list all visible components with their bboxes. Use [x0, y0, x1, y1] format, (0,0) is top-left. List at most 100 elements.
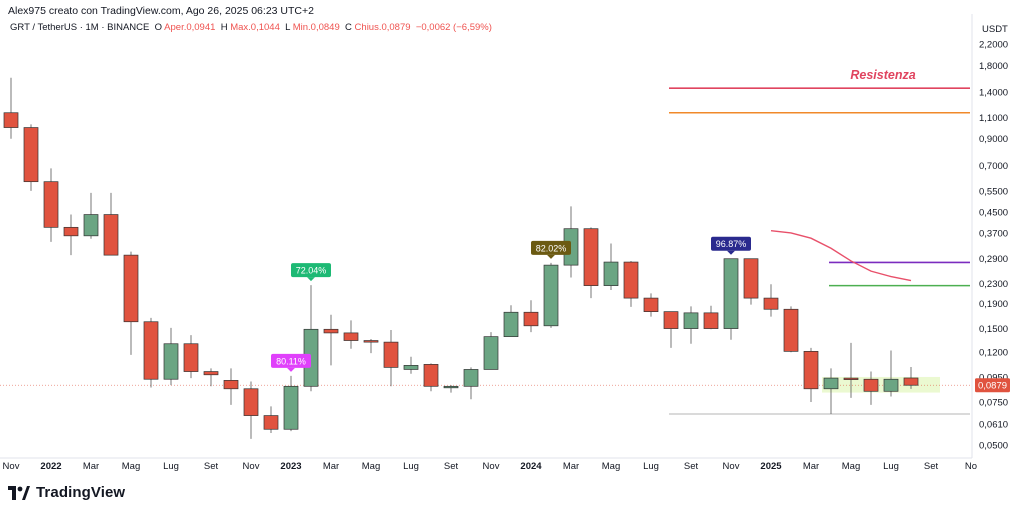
x-tick-label: 2024	[520, 461, 542, 472]
x-tick-label: 2025	[760, 461, 782, 472]
x-tick-label: Lug	[403, 461, 419, 472]
percent-badge	[531, 240, 571, 255]
percent-badge-text: 80.11%	[276, 356, 306, 366]
open-value: Aper.0,0941	[164, 22, 216, 33]
percent-badge-text: 96.87%	[716, 239, 747, 249]
candle-body[interactable]	[203, 371, 219, 376]
percent-badge	[271, 353, 311, 368]
x-tick-label: Set	[204, 461, 219, 472]
candle-body[interactable]	[863, 378, 879, 392]
y-tick-label: 0,0750	[979, 398, 1008, 409]
candle-body[interactable]	[703, 312, 719, 329]
candle-body[interactable]	[403, 365, 419, 370]
y-tick-label: 1,4000	[979, 87, 1008, 98]
candle-body[interactable]	[63, 226, 79, 237]
candle-body[interactable]	[223, 380, 239, 390]
candle-body[interactable]	[363, 340, 379, 343]
y-tick-label: 0,2900	[979, 254, 1008, 265]
candle-body[interactable]	[583, 228, 599, 286]
candle-body[interactable]	[143, 321, 159, 380]
candle-body[interactable]	[23, 127, 39, 183]
candle-body[interactable]	[183, 343, 199, 372]
candle-body[interactable]	[103, 214, 119, 256]
x-tick-label: Mar	[83, 461, 99, 472]
x-tick-label: Set	[444, 461, 459, 472]
candle-body[interactable]	[423, 364, 439, 387]
candle-body[interactable]	[43, 181, 59, 228]
candle-body[interactable]	[383, 341, 399, 368]
candle-body[interactable]	[3, 112, 19, 128]
candle-body[interactable]	[523, 311, 539, 327]
candle-body[interactable]	[543, 264, 559, 327]
tradingview-logo-text: TradingView	[36, 484, 126, 501]
x-tick-label: No	[965, 461, 977, 472]
candle-body[interactable]	[683, 312, 699, 329]
candle-body[interactable]	[783, 308, 799, 352]
candle-body[interactable]	[823, 377, 839, 390]
resistance-label: Resistenza	[850, 68, 915, 82]
y-tick-label: 0,2300	[979, 279, 1008, 290]
percent-badge-text: 82.02%	[536, 243, 567, 253]
y-tick-label: 1,8000	[979, 61, 1008, 72]
percent-badge	[711, 236, 751, 251]
x-tick-label: 2022	[40, 461, 61, 472]
candle-body[interactable]	[743, 258, 759, 299]
current-price-tag-text: 0,0879	[978, 381, 1007, 392]
x-tick-label: Nov	[243, 461, 260, 472]
current-price-tag	[975, 378, 1010, 393]
percent-badge-pointer	[307, 277, 315, 282]
high-label: H	[220, 22, 228, 33]
tradingview-logo[interactable]: TradingView	[8, 484, 125, 501]
tradingview-logo-icon	[8, 485, 30, 500]
candle-body[interactable]	[83, 214, 99, 237]
x-tick-label: Nov	[3, 461, 20, 472]
high-value: Max.0,1044	[230, 22, 280, 33]
candle-body[interactable]	[503, 311, 519, 338]
chart-credit: Alex975 creato con TradingView.com, Ago …	[8, 5, 314, 17]
y-tick-label: 0,1200	[979, 348, 1008, 359]
candle-body[interactable]	[443, 385, 459, 389]
percent-badge-pointer	[727, 250, 735, 255]
change-value: −0,0062 (−6,59%)	[415, 22, 492, 33]
candle-body[interactable]	[803, 350, 819, 390]
candle-body[interactable]	[483, 336, 499, 370]
moving-average-curve	[770, 229, 912, 282]
candle-body[interactable]	[463, 369, 479, 387]
y-tick-label: 1,1000	[979, 113, 1008, 124]
candle-body[interactable]	[623, 261, 639, 299]
candle-body[interactable]	[843, 377, 859, 380]
candle-body[interactable]	[643, 297, 659, 312]
x-tick-label: Mar	[323, 461, 339, 472]
low-label: L	[285, 22, 291, 33]
y-tick-label: 2,2000	[979, 40, 1008, 51]
x-tick-label: 2023	[280, 461, 301, 472]
y-tick-label: 0,1900	[979, 299, 1008, 310]
candle-body[interactable]	[283, 385, 299, 430]
y-tick-label: 0,0950	[979, 372, 1008, 383]
y-tick-label: 0,3700	[979, 228, 1008, 239]
candle-body[interactable]	[123, 254, 139, 323]
candle-body[interactable]	[163, 343, 179, 380]
y-tick-label: 0,7000	[979, 161, 1008, 172]
candle-body[interactable]	[903, 377, 919, 386]
candle-body[interactable]	[243, 388, 259, 416]
x-tick-label: Lug	[163, 461, 179, 472]
candle-body[interactable]	[603, 261, 619, 286]
x-tick-label: Set	[924, 461, 939, 472]
candle-body[interactable]	[723, 258, 739, 329]
candle-body[interactable]	[343, 332, 359, 341]
x-tick-label: Lug	[883, 461, 899, 472]
candle-body[interactable]	[323, 328, 339, 334]
candle-body[interactable]	[883, 378, 899, 392]
percent-badge-text: 72.04%	[296, 266, 327, 276]
x-tick-label: Mar	[803, 461, 819, 472]
candle-body[interactable]	[263, 415, 279, 430]
candle-body[interactable]	[663, 311, 679, 329]
symbol-name[interactable]: GRT / TetherUS · 1M · BINANCE	[10, 22, 150, 33]
percent-badge	[291, 263, 331, 278]
symbol-ohlc-line: GRT / TetherUS · 1M · BINANCE O Aper.0,0…	[10, 22, 492, 33]
open-label: O	[154, 22, 163, 33]
percent-badge-pointer	[287, 367, 295, 372]
candle-body[interactable]	[763, 297, 779, 310]
